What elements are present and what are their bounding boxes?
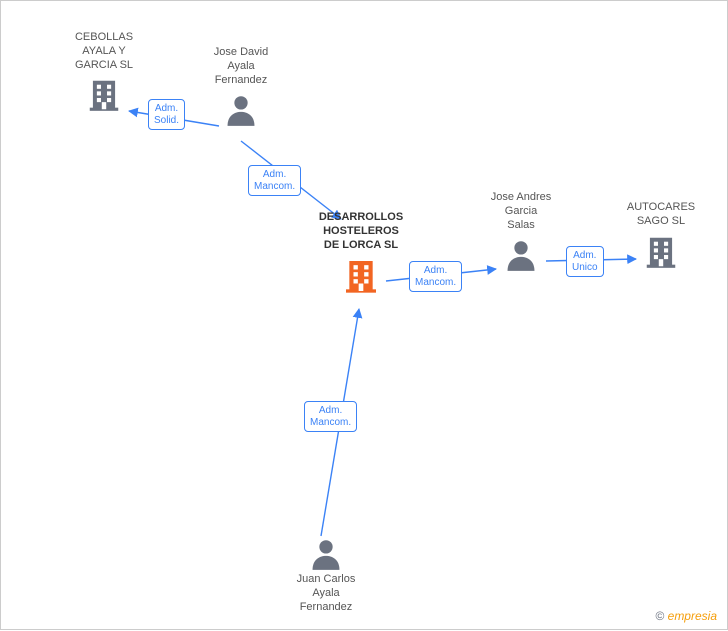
- edge-label-desarrollo-joseandres: Adm. Mancom.: [409, 261, 462, 292]
- edge-label-joseandres-autocares: Adm. Unico: [566, 246, 604, 277]
- credit: © empresia: [655, 609, 717, 623]
- node-label-joseandres: Jose Andres Garcia Salas: [476, 191, 566, 232]
- edge-label-josedavid-cebollas: Adm. Solid.: [148, 99, 185, 130]
- diagram-canvas: CEBOLLAS AYALA Y GARCIA SL Jose David Ay…: [0, 0, 728, 630]
- node-juancarlos: Juan Carlos Ayala Fernandez: [276, 531, 376, 614]
- edge-label-josedavid-desarrollo: Adm. Mancom.: [248, 165, 301, 196]
- node-desarrollo: DESARROLLOS HOSTELEROS DE LORCA SL: [301, 211, 421, 296]
- node-cebollas: CEBOLLAS AYALA Y GARCIA SL: [59, 31, 149, 114]
- node-label-juancarlos: Juan Carlos Ayala Fernandez: [276, 573, 376, 614]
- node-label-desarrollo: DESARROLLOS HOSTELEROS DE LORCA SL: [301, 211, 421, 252]
- node-autocares: AUTOCARES SAGO SL: [611, 201, 711, 271]
- node-label-josedavid: Jose David Ayala Fernandez: [196, 46, 286, 87]
- edge-label-juancarlos-desarrollo: Adm. Mancom.: [304, 401, 357, 432]
- node-josedavid: Jose David Ayala Fernandez: [196, 46, 286, 129]
- node-label-autocares: AUTOCARES SAGO SL: [611, 201, 711, 229]
- node-joseandres: Jose Andres Garcia Salas: [476, 191, 566, 274]
- brand-name: empresia: [668, 609, 717, 623]
- copyright-symbol: ©: [655, 609, 664, 623]
- node-label-cebollas: CEBOLLAS AYALA Y GARCIA SL: [59, 31, 149, 72]
